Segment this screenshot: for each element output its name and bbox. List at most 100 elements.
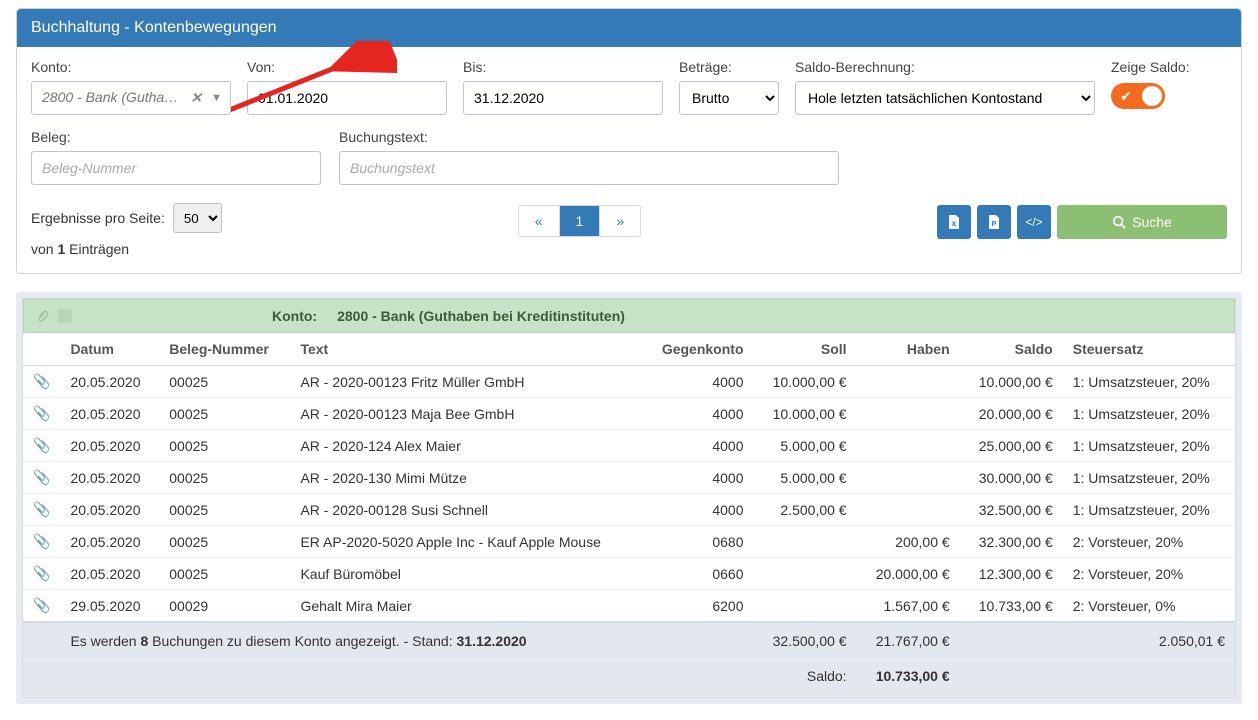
page-1[interactable]: 1 bbox=[559, 206, 600, 236]
cell-gegen: 6200 bbox=[642, 590, 754, 623]
table-row[interactable]: 📎20.05.202000025Kauf Büromöbel066020.000… bbox=[23, 558, 1235, 590]
pagination: « 1 » bbox=[518, 205, 641, 237]
page-next[interactable]: » bbox=[599, 206, 640, 236]
per-page-label: Ergebnisse pro Seite: bbox=[31, 210, 165, 226]
cell-text: AR - 2020-00128 Susi Schnell bbox=[290, 494, 642, 526]
cell-datum: 20.05.2020 bbox=[60, 398, 159, 430]
toggle-knob bbox=[1142, 86, 1162, 106]
cell-beleg: 00029 bbox=[159, 590, 290, 623]
cell-soll bbox=[754, 526, 857, 558]
cell-beleg: 00025 bbox=[159, 430, 290, 462]
cell-gegen: 4000 bbox=[642, 494, 754, 526]
cell-steuer: 2: Vorsteuer, 0% bbox=[1063, 590, 1235, 623]
table-row[interactable]: 📎20.05.202000025AR - 2020-00128 Susi Sch… bbox=[23, 494, 1235, 526]
saldo-berechnung-label: Saldo-Berechnung: bbox=[795, 59, 1095, 75]
page-prev[interactable]: « bbox=[519, 206, 559, 236]
beleg-input[interactable] bbox=[31, 151, 321, 185]
cell-steuer: 1: Umsatzsteuer, 20% bbox=[1063, 462, 1235, 494]
bookings-table: Datum Beleg-Nummer Text Gegenkonto Soll … bbox=[23, 333, 1235, 697]
cell-haben bbox=[857, 366, 960, 398]
show-saldo-toggle[interactable]: ✔ bbox=[1111, 83, 1165, 109]
cell-saldo: 32.500,00 € bbox=[960, 494, 1063, 526]
col-text[interactable]: Text bbox=[290, 333, 642, 366]
col-gegen[interactable]: Gegenkonto bbox=[642, 333, 754, 366]
cell-steuer: 1: Umsatzsteuer, 20% bbox=[1063, 494, 1235, 526]
cell-steuer: 2: Vorsteuer, 20% bbox=[1063, 526, 1235, 558]
table-row[interactable]: 📎20.05.202000025AR - 2020-00123 Fritz Mü… bbox=[23, 366, 1235, 398]
cell-gegen: 0680 bbox=[642, 526, 754, 558]
konto-select-text: 2800 - Bank (Gutha… bbox=[42, 89, 178, 105]
col-steuer[interactable]: Steuersatz bbox=[1063, 333, 1235, 366]
svg-text:P: P bbox=[992, 221, 997, 228]
cell-datum: 20.05.2020 bbox=[60, 430, 159, 462]
cell-steuer: 1: Umsatzsteuer, 20% bbox=[1063, 430, 1235, 462]
konto-select[interactable]: 2800 - Bank (Gutha… ✕ ▼ bbox=[31, 81, 231, 115]
cell-soll bbox=[754, 590, 857, 623]
konto-label: Konto: bbox=[31, 59, 231, 75]
paperclip-icon: 📎 bbox=[33, 437, 50, 453]
entries-text: von 1 Einträgen bbox=[31, 241, 222, 257]
cell-text: Kauf Büromöbel bbox=[290, 558, 642, 590]
results-panel: Konto: 2800 - Bank (Guthaben bei Krediti… bbox=[16, 292, 1242, 704]
panel-title: Buchhaltung - Kontenbewegungen bbox=[17, 9, 1241, 47]
cell-soll: 10.000,00 € bbox=[754, 366, 857, 398]
von-input[interactable] bbox=[247, 81, 447, 115]
search-icon bbox=[1112, 215, 1126, 229]
von-label: Von: bbox=[247, 59, 447, 75]
table-row[interactable]: 📎20.05.202000025AR - 2020-130 Mimi Mütze… bbox=[23, 462, 1235, 494]
col-soll[interactable]: Soll bbox=[754, 333, 857, 366]
cell-datum: 29.05.2020 bbox=[60, 590, 159, 623]
cell-saldo: 20.000,00 € bbox=[960, 398, 1063, 430]
paperclip-icon: 📎 bbox=[33, 597, 50, 613]
cell-datum: 20.05.2020 bbox=[60, 462, 159, 494]
bis-input[interactable] bbox=[463, 81, 663, 115]
check-icon: ✔ bbox=[1120, 88, 1132, 105]
cell-saldo: 12.300,00 € bbox=[960, 558, 1063, 590]
buchungstext-input[interactable] bbox=[339, 151, 839, 185]
table-row[interactable]: 📎20.05.202000025AR - 2020-00123 Maja Bee… bbox=[23, 398, 1235, 430]
saldo-berechnung-select[interactable]: Hole letzten tatsächlichen Kontostand bbox=[795, 81, 1095, 115]
table-row[interactable]: 📎 20.05.202000025AR - 2020-124 Alex Maier… bbox=[23, 430, 1235, 462]
betraege-select[interactable]: Brutto bbox=[679, 81, 779, 115]
export-excel-button[interactable]: x bbox=[937, 205, 971, 239]
export-code-button[interactable]: </> bbox=[1017, 205, 1051, 239]
cell-beleg: 00025 bbox=[159, 494, 290, 526]
cell-steuer: 1: Umsatzsteuer, 20% bbox=[1063, 398, 1235, 430]
cell-haben bbox=[857, 430, 960, 462]
cell-haben: 1.567,00 € bbox=[857, 590, 960, 623]
cell-steuer: 2: Vorsteuer, 20% bbox=[1063, 558, 1235, 590]
betraege-label: Beträge: bbox=[679, 59, 779, 75]
export-pdf-button[interactable]: P bbox=[977, 205, 1011, 239]
konto-banner-value: 2800 - Bank (Guthaben bei Kreditinstitut… bbox=[337, 308, 625, 324]
cell-beleg: 00025 bbox=[159, 558, 290, 590]
col-beleg[interactable]: Beleg-Nummer bbox=[159, 333, 290, 366]
cell-soll: 5.000,00 € bbox=[754, 462, 857, 494]
cell-steuer: 1: Umsatzsteuer, 20% bbox=[1063, 366, 1235, 398]
paperclip-icon: 📎 bbox=[33, 565, 50, 581]
col-saldo[interactable]: Saldo bbox=[960, 333, 1063, 366]
show-saldo-label: Zeige Saldo: bbox=[1111, 59, 1227, 75]
cell-text: AR - 2020-124 Alex Maier bbox=[290, 430, 642, 462]
table-row[interactable]: 📎 29.05.202000029Gehalt Mira Maier6200 1.5… bbox=[23, 590, 1235, 623]
attach-icon bbox=[36, 309, 52, 323]
saldo-row: Saldo: 10.733,00 € bbox=[23, 660, 1235, 697]
cell-datum: 20.05.2020 bbox=[60, 526, 159, 558]
cell-datum: 20.05.2020 bbox=[60, 366, 159, 398]
col-datum[interactable]: Datum bbox=[60, 333, 159, 366]
search-button[interactable]: Suche bbox=[1057, 205, 1227, 239]
cell-saldo: 30.000,00 € bbox=[960, 462, 1063, 494]
cell-saldo: 25.000,00 € bbox=[960, 430, 1063, 462]
cell-saldo: 10.000,00 € bbox=[960, 366, 1063, 398]
file-excel-icon: x bbox=[946, 214, 962, 230]
file-pdf-icon: P bbox=[986, 214, 1002, 230]
cell-beleg: 00025 bbox=[159, 398, 290, 430]
cell-gegen: 4000 bbox=[642, 398, 754, 430]
chevron-down-icon[interactable]: ▼ bbox=[211, 92, 222, 104]
clear-icon[interactable]: ✕ bbox=[190, 90, 202, 107]
table-row[interactable]: 📎20.05.202000025ER AP-2020-5020 Apple In… bbox=[23, 526, 1235, 558]
filter-panel: Buchhaltung - Kontenbewegungen Konto: 28… bbox=[16, 8, 1242, 274]
cell-haben bbox=[857, 398, 960, 430]
cell-text: Gehalt Mira Maier bbox=[290, 590, 642, 623]
col-haben[interactable]: Haben bbox=[857, 333, 960, 366]
per-page-select[interactable]: 50 bbox=[173, 203, 222, 233]
